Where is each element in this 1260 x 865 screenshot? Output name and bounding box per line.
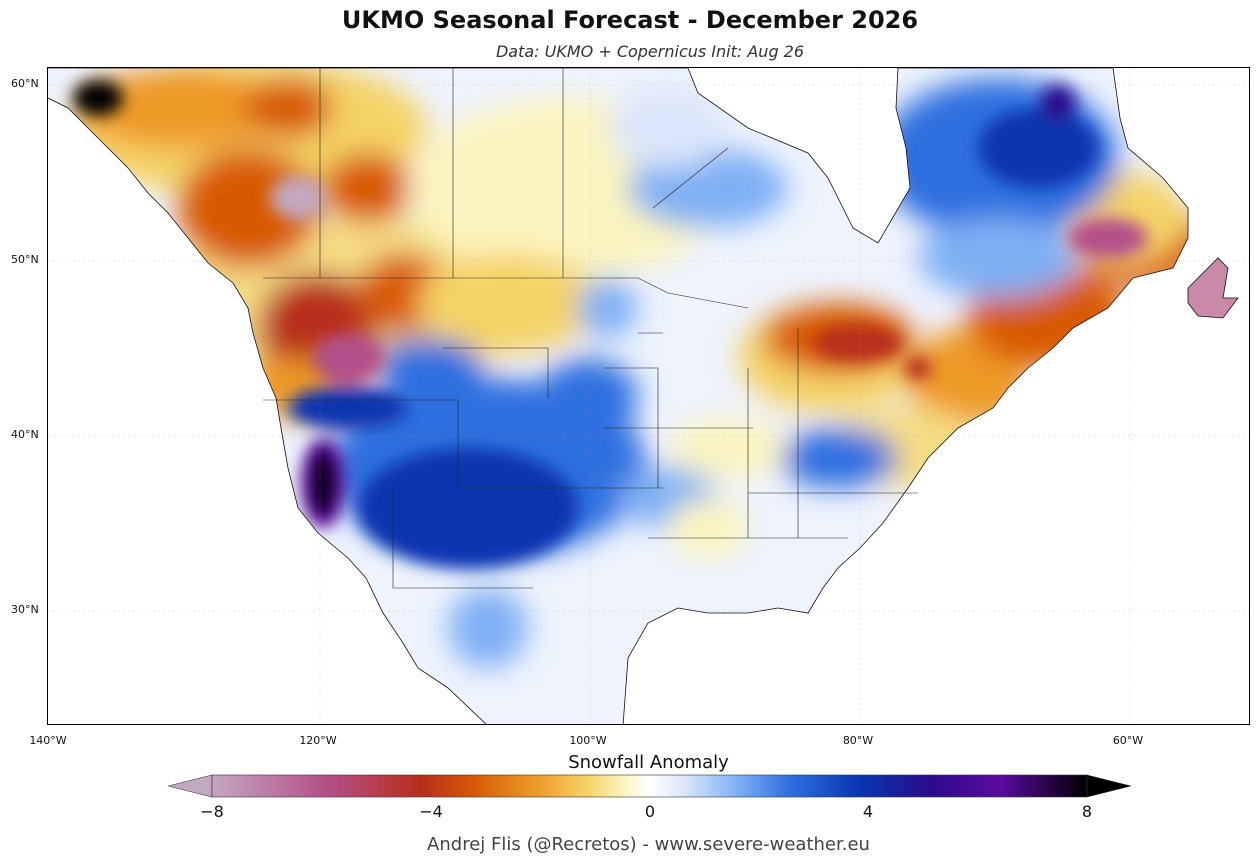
lon-label-120w: 120°W xyxy=(299,734,337,747)
colorbar-tick: 8 xyxy=(1081,802,1093,821)
colorbar-extend-high xyxy=(1086,774,1132,798)
lat-label-50: 50°N xyxy=(11,253,39,266)
lon-label-60w: 60°W xyxy=(1112,734,1144,747)
colorbar-tick: −8 xyxy=(200,802,224,821)
coastline xyxy=(48,68,1189,724)
map-panel xyxy=(47,67,1250,725)
land-fill xyxy=(48,68,1188,724)
newfoundland xyxy=(1187,257,1239,319)
colorbar-tick: 0 xyxy=(644,802,656,821)
colorbar-gradient xyxy=(211,774,1088,798)
graticule xyxy=(48,68,1249,724)
colorbar-extend-low xyxy=(168,774,213,798)
lat-label-30: 30°N xyxy=(11,603,39,616)
credit-text: Andrej Flis (@Recretos) - www.severe-wea… xyxy=(427,834,870,855)
lon-label-140w: 140°W xyxy=(29,734,67,747)
lon-label-100w: 100°W xyxy=(569,734,607,747)
map-subtitle: Data: UKMO + Copernicus Init: Aug 26 xyxy=(495,42,805,61)
colorbar xyxy=(168,774,1132,798)
colorbar-title: Snowfall Anomaly xyxy=(568,752,729,773)
anomaly-extremes xyxy=(73,80,1148,568)
lat-label-60: 60°N xyxy=(11,77,39,90)
colorbar-tick: −4 xyxy=(419,802,443,821)
lon-label-80w: 80°W xyxy=(842,734,874,747)
lat-label-40: 40°N xyxy=(11,428,39,441)
map-title: UKMO Seasonal Forecast - December 2026 xyxy=(341,6,919,34)
political-borders xyxy=(263,68,918,589)
snowfall-anomaly-map xyxy=(48,68,1249,724)
colorbar-tick: 4 xyxy=(862,802,874,821)
